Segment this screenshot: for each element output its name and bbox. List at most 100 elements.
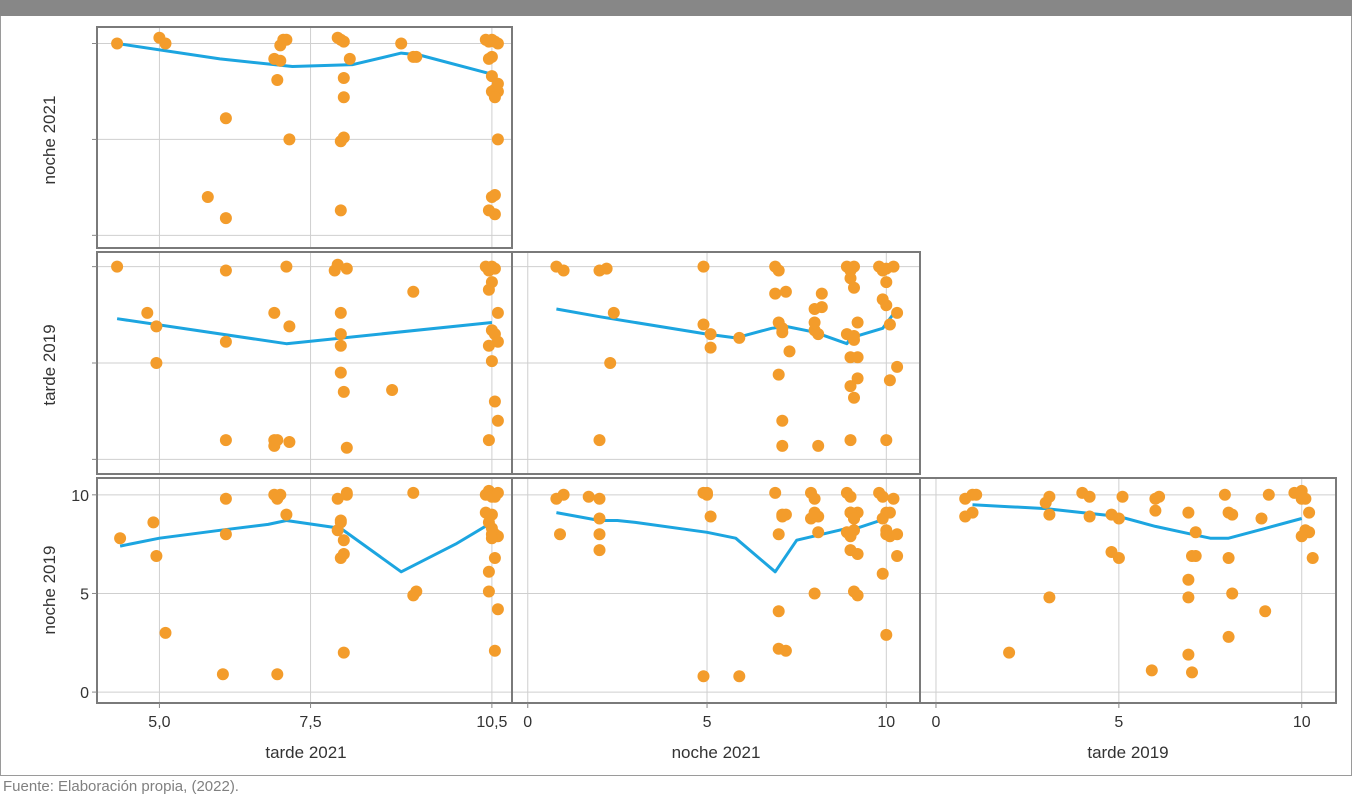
row-title-tarde-2019: tarde 2019 [40,324,59,405]
data-point [216,668,229,681]
data-point [779,644,792,657]
data-point [1153,490,1166,503]
data-point [491,133,504,146]
data-point [337,385,350,398]
data-point [851,316,864,329]
data-point [1295,492,1308,505]
data-point [491,414,504,427]
data-point [271,434,284,447]
data-point [554,528,566,541]
source-note: Fuente: Elaboración propia, (2022). [3,778,239,795]
data-point [219,492,232,505]
data-point [482,52,495,65]
data-point [776,326,789,339]
panel-border [919,477,1337,704]
data-point [283,133,296,146]
x-tick-label: 5 [1114,714,1123,731]
data-point [891,550,904,562]
data-point [1262,488,1275,501]
data-point [1218,488,1231,501]
data-point [340,441,353,454]
data-point [280,508,293,521]
data-point [482,204,495,217]
point-layer [111,31,1319,683]
data-point [600,262,613,275]
data-point [482,585,495,598]
data-point [697,318,710,331]
y-tick-label: 0 [80,685,89,702]
data-point [410,585,423,598]
data-point [219,528,232,541]
data-point [1112,512,1125,525]
data-point [201,191,214,203]
data-point [593,434,606,447]
data-point [808,506,821,519]
row-title-noche-2019: noche 2019 [40,546,59,635]
data-point [331,258,344,271]
data-point [159,37,172,50]
data-point [1043,490,1056,503]
data-point [593,528,606,541]
data-point [557,264,570,277]
data-point [1295,530,1308,543]
data-point [488,552,501,564]
data-point [844,264,857,277]
data-point [331,492,344,505]
data-point [407,486,420,499]
data-point [488,262,501,275]
x-tick-label: 10 [877,714,895,731]
data-point [1182,506,1195,519]
data-point [219,264,232,277]
data-point [337,35,350,48]
data-point [1186,666,1198,679]
data-point [334,339,347,352]
data-point [491,603,504,616]
data-point [111,260,124,273]
data-point [343,52,356,65]
data-point [1189,526,1202,539]
data-point [488,644,501,657]
data-point [970,488,983,501]
data-point [111,37,124,50]
data-point [783,345,796,358]
data-point [1003,646,1016,659]
trend-line [972,503,1303,540]
data-point [337,646,350,659]
data-point [769,486,782,499]
data-point [1182,648,1195,661]
data-point [479,506,492,519]
data-point [271,668,284,681]
axis-ticks: 0 5 10 5,0 7,5 10,5 0 5 10 0 5 10 [71,43,1311,731]
data-point [407,285,420,298]
data-point [704,510,717,523]
data-point [114,532,127,545]
data-point [880,299,893,312]
data-point [1186,550,1198,562]
col-title-noche-2021: noche 2021 [672,743,761,762]
data-point [395,37,408,50]
data-point [280,33,293,46]
data-point [1259,605,1272,618]
data-point [337,534,350,547]
data-point [851,372,864,385]
x-tick-label: 5 [703,714,712,731]
data-point [482,339,495,352]
data-point [593,512,606,525]
data-point [1226,508,1239,521]
col-title-tarde-2021: tarde 2021 [265,743,346,762]
data-point [883,318,896,331]
data-point [844,434,857,447]
data-point [150,550,163,562]
data-point [887,260,900,273]
y-tick-label: 10 [71,488,89,505]
data-point [485,522,498,535]
data-point [844,490,857,503]
col-title-tarde-2019: tarde 2019 [1087,743,1168,762]
data-point [340,486,353,499]
data-point [733,670,746,683]
data-point [485,355,498,368]
data-point [1116,490,1129,503]
data-point [593,544,606,557]
data-point [815,287,828,300]
data-point [1255,512,1268,525]
